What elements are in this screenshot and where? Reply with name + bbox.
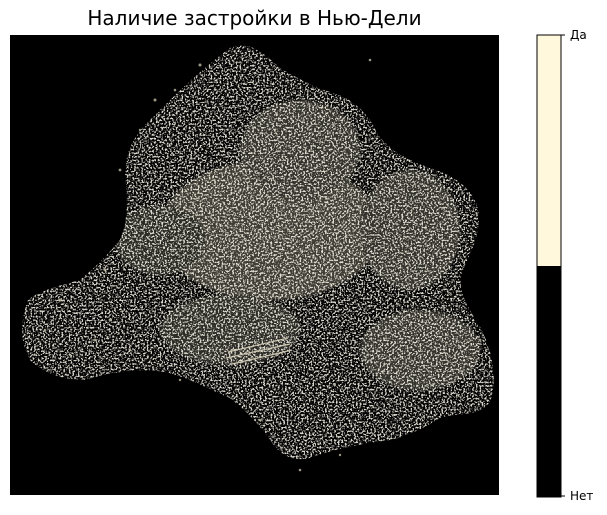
- colorbar-segment-no: [537, 266, 561, 497]
- outlying-villages: [43, 58, 482, 472]
- colorbar-label-no: Нет: [570, 489, 594, 503]
- colorbar: [536, 34, 565, 498]
- colorbar-segment-yes: [537, 35, 561, 266]
- colorbar-frame: [536, 34, 562, 498]
- airport-runways: [225, 337, 293, 365]
- colorbar-label-yes: Да: [570, 28, 587, 42]
- map-title: Наличие застройки в Нью-Дели: [87, 6, 422, 30]
